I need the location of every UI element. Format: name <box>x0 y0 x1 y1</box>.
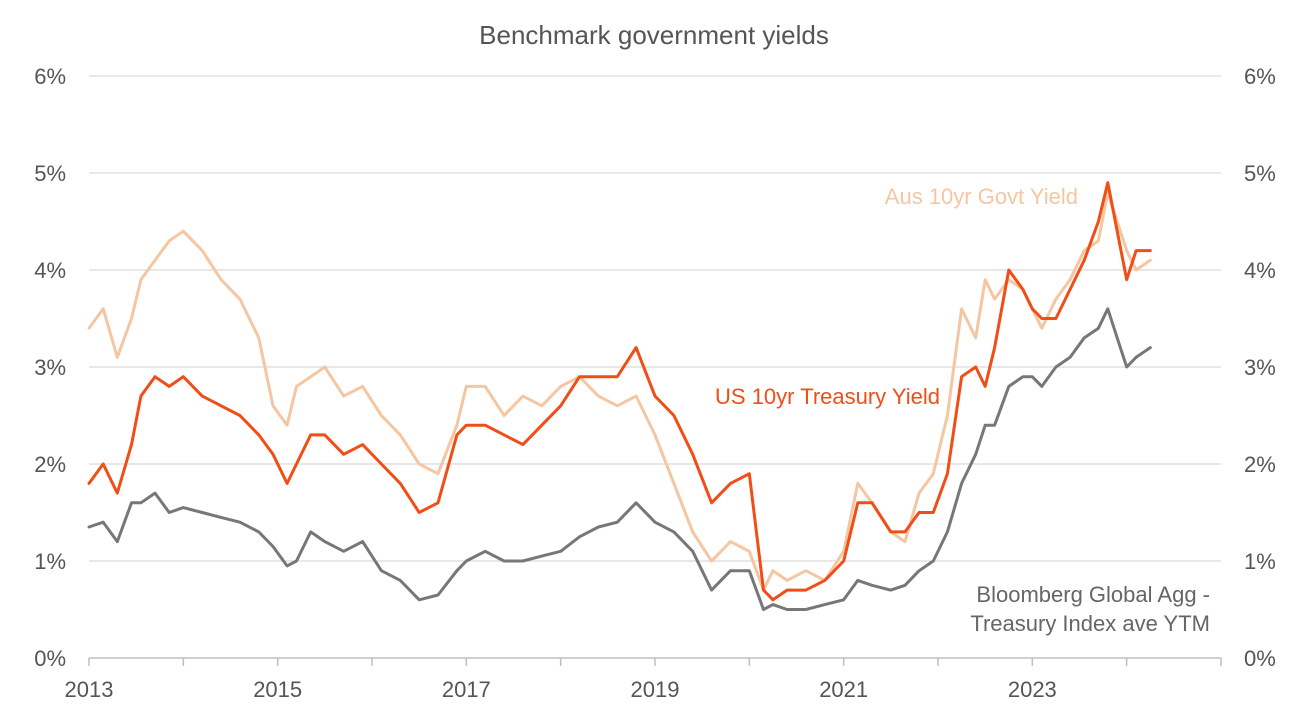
chart-title: Benchmark government yields <box>479 20 829 50</box>
y-tick-label-right: 6% <box>1244 64 1276 89</box>
y-tick-label-left: 0% <box>34 646 66 671</box>
series-labels: Aus 10yr Govt Yield US 10yr Treasury Yiel… <box>715 184 1210 636</box>
y-tick-label-right: 4% <box>1244 258 1276 283</box>
x-axis: 2013 2015 2017 2019 2021 2023 <box>65 657 1222 702</box>
x-tick-label: 2023 <box>1008 677 1057 702</box>
x-tick-label: 2017 <box>442 677 491 702</box>
y-tick-label-left: 4% <box>34 258 66 283</box>
y-tick-label-left: 5% <box>34 161 66 186</box>
y-tick-label-left: 6% <box>34 64 66 89</box>
y-tick-label-right: 1% <box>1244 549 1276 574</box>
series-label-0: Aus 10yr Govt Yield <box>885 184 1078 209</box>
series-label-2: Treasury Index ave YTM <box>970 611 1210 636</box>
y-tick-label-right: 5% <box>1244 161 1276 186</box>
series-line-1 <box>87 181 1152 602</box>
y-tick-label-left: 1% <box>34 549 66 574</box>
series-label-1: US 10yr Treasury Yield <box>715 384 940 409</box>
x-tick-label: 2015 <box>253 677 302 702</box>
series-label-2: Bloomberg Global Agg - <box>976 582 1210 607</box>
y-tick-label-right: 3% <box>1244 355 1276 380</box>
y-tick-label-right: 0% <box>1244 646 1276 671</box>
y-axis-left: 0% 1% 2% 3% 4% 5% 6% <box>34 64 66 671</box>
series-line-0 <box>87 190 1152 592</box>
x-tick-label: 2019 <box>631 677 680 702</box>
x-tick-label: 2021 <box>819 677 868 702</box>
series-lines <box>87 181 1152 611</box>
y-tick-label-left: 3% <box>34 355 66 380</box>
y-tick-label-left: 2% <box>34 452 66 477</box>
x-tick-label: 2013 <box>65 677 114 702</box>
y-axis-right: 0% 1% 2% 3% 4% 5% 6% <box>1244 64 1276 671</box>
y-tick-label-right: 2% <box>1244 452 1276 477</box>
series-line-2 <box>87 307 1152 611</box>
